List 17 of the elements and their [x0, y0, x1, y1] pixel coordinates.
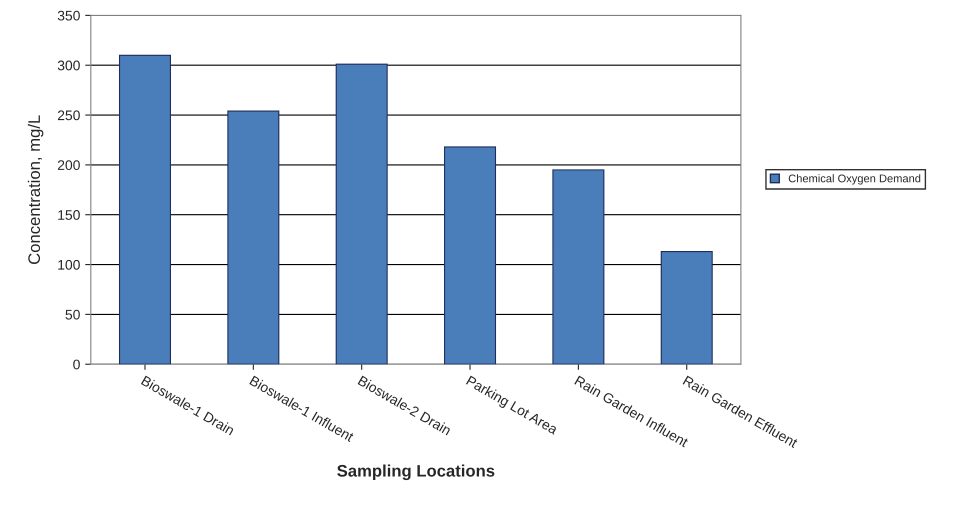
y-tick-label: 200 — [58, 160, 80, 170]
y-tick-label: 100 — [58, 260, 80, 270]
bar — [336, 64, 388, 364]
x-axis-title: Sampling Locations — [337, 464, 494, 480]
y-tick-label: 0 — [73, 360, 80, 370]
bar — [118, 54, 172, 364]
y-tick-label: 150 — [58, 210, 80, 220]
bar — [660, 251, 713, 364]
y-tick-label: 250 — [58, 110, 80, 120]
bar — [444, 146, 496, 364]
legend-label: Chemical Oxygen Demand — [788, 174, 920, 185]
y-axis-title: Concentration, mg/L — [28, 115, 44, 264]
bar — [227, 110, 280, 364]
y-tick-label: 300 — [58, 60, 80, 70]
bar — [552, 169, 604, 364]
y-tick-label: 50 — [66, 310, 80, 320]
y-tick-label: 350 — [58, 10, 80, 21]
